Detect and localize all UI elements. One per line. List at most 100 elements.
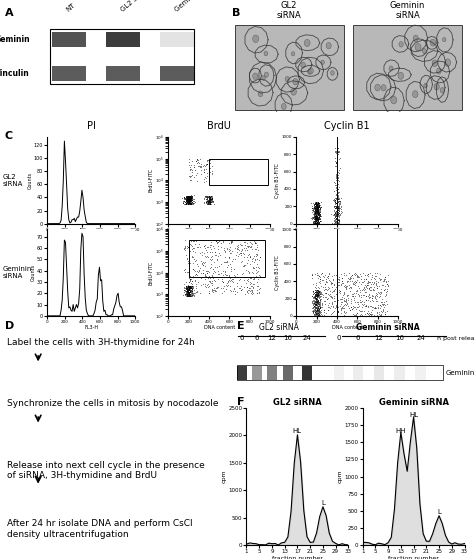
Point [311,206,319,215]
Point [232,250,239,259]
Point [199,280,207,288]
Point [315,202,322,211]
Y-axis label: BrdU-FITC: BrdU-FITC [149,168,154,192]
Point [314,304,322,313]
Point [187,191,194,200]
Point [223,285,230,293]
Point [313,288,320,297]
Point [316,211,324,220]
Point [200,261,207,270]
Point [365,292,373,301]
Point [191,288,199,297]
Point [312,301,320,310]
Point [315,310,323,319]
Point [210,198,217,207]
Point [203,193,210,202]
Point [225,272,233,281]
Point [309,299,316,308]
Point [314,208,322,217]
Point [188,170,196,179]
Point [331,197,338,206]
Point [380,277,388,286]
Point [314,297,322,306]
Point [334,204,342,213]
Point [310,201,318,210]
Point [246,286,254,295]
Point [315,306,323,315]
Point [367,282,375,291]
Point [335,274,342,283]
Point [312,308,320,317]
Point [187,196,194,205]
Point [184,192,192,201]
Point [313,204,321,213]
Point [312,296,320,305]
Point [213,284,221,293]
Point [315,200,322,209]
Point [187,173,194,182]
Point [183,199,191,208]
Point [311,302,319,311]
Point [313,309,321,318]
Point [348,292,356,301]
Point [189,286,196,295]
Point [332,147,340,156]
Point [245,266,252,275]
Point [314,213,322,222]
Point [332,172,340,181]
Point [334,206,342,215]
Point [245,268,253,277]
Point [334,193,342,202]
Point [334,212,341,221]
Point [312,289,320,298]
Point [210,286,218,295]
Point [335,200,343,209]
Point [337,297,345,306]
Point [256,272,264,281]
Point [331,143,339,152]
Point [334,170,341,179]
Point [185,286,192,295]
Point [317,274,324,283]
Point [312,201,320,210]
Point [188,194,196,203]
Point [312,296,320,305]
Point [312,308,320,317]
Point [221,268,229,277]
Point [222,258,229,267]
Point [310,217,318,226]
Point [185,282,192,291]
Point [186,195,194,203]
Point [201,192,209,201]
Point [184,286,192,295]
Point [315,212,322,221]
Point [184,192,192,201]
Point [313,202,321,211]
Point [183,291,191,300]
Point [184,197,191,206]
Point [205,196,212,205]
Point [346,273,354,282]
Point [188,284,196,293]
Point [312,302,320,311]
Point [209,195,216,203]
Point [249,280,256,288]
Point [315,293,323,302]
Point [365,279,372,288]
Point [310,291,318,300]
Point [309,291,316,300]
Point [311,292,319,301]
Point [214,237,222,246]
Point [336,198,344,207]
Point [185,198,193,207]
Point [315,198,322,207]
Point [332,198,340,207]
Point [187,199,195,208]
Point [335,281,342,290]
Point [313,299,321,307]
Point [314,287,322,296]
Point [326,291,333,300]
Point [311,219,319,228]
Point [312,310,319,319]
Point [196,162,203,170]
